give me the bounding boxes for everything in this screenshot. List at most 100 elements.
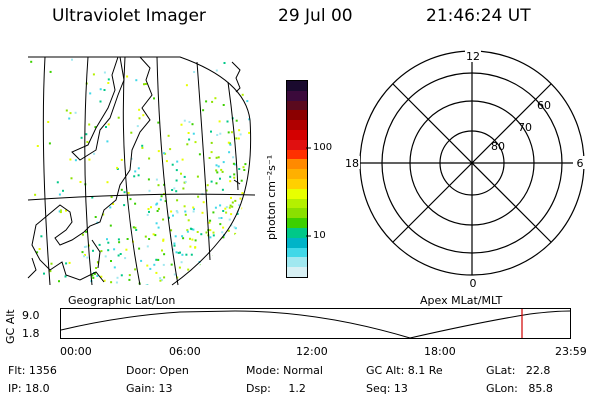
mlt-label-6: 6 [577, 157, 584, 170]
aurora-pixel [59, 211, 62, 214]
aurora-pixel [247, 216, 250, 219]
aurora-pixel [138, 117, 141, 120]
aurora-pixel [239, 252, 242, 255]
aurora-pixel [147, 208, 150, 210]
time-label: 21:46:24 UT [426, 6, 531, 26]
lat-label-80: 80 [491, 140, 505, 153]
aurora-pixel [235, 119, 238, 122]
colorbar-ticks [306, 147, 311, 237]
aurora-pixel [205, 231, 208, 234]
aurora-pixel [214, 206, 217, 209]
aurora-pixel [189, 237, 191, 240]
aurora-pixel [228, 259, 231, 262]
aurora-pixel [144, 83, 147, 85]
aurora-pixel [209, 219, 212, 222]
aurora-pixel [194, 246, 197, 249]
aurora-pixel [187, 132, 190, 134]
aurora-pixel [238, 168, 241, 170]
aurora-pixel [59, 209, 62, 212]
aurora-pixel [237, 137, 240, 140]
aurora-pixel [103, 89, 106, 91]
aurora-pixel [64, 275, 67, 278]
aurora-pixel [218, 217, 221, 220]
aurora-pixel [148, 238, 151, 240]
aurora-pixel [217, 274, 220, 277]
aurora-pixel [191, 282, 194, 285]
aurora-pixel [126, 75, 129, 78]
aurora-pixel [172, 248, 175, 251]
aurora-pixel [123, 204, 126, 207]
aurora-pixel [100, 275, 103, 278]
aurora-pixel [197, 195, 200, 198]
aurora-pixel [199, 264, 202, 267]
aurora-pixel [91, 274, 94, 277]
ip-value: IP: 18.0 [8, 382, 50, 395]
aurora-pixel [38, 248, 41, 250]
aurora-pixel [251, 132, 254, 135]
aurora-pixel [116, 168, 119, 170]
aurora-pixel [167, 134, 170, 137]
aurora-pixel [219, 177, 221, 180]
aurora-pixel [196, 175, 199, 178]
aurora-pixel [129, 198, 132, 201]
aurora-pixel [135, 79, 138, 82]
colorbar-segment [287, 267, 307, 277]
aurora-pixel [149, 267, 152, 270]
aurora-pixel [83, 255, 86, 258]
aurora-pixel [227, 141, 230, 144]
aurora-pixel [229, 204, 232, 207]
aurora-pixel [159, 277, 162, 280]
aurora-pixel [192, 228, 195, 231]
aurora-pixel [146, 264, 149, 267]
aurora-pixel [58, 280, 60, 283]
aurora-pixel [86, 141, 89, 143]
aurora-pixel [239, 272, 242, 275]
aurora-pixel [161, 249, 163, 252]
geo-latitude-value: GLat: 22.8 [486, 364, 551, 377]
aurora-pixel [163, 183, 166, 186]
aurora-pixel [215, 164, 218, 167]
aurora-pixel [188, 121, 191, 123]
aurora-pixel [110, 260, 112, 262]
aurora-pixel [163, 152, 166, 155]
aurora-pixel [130, 131, 133, 134]
aurora-pixel [134, 202, 137, 205]
aurora-pixel [182, 187, 185, 190]
lat-label-60: 60 [537, 99, 551, 112]
aurora-pixel [117, 254, 120, 257]
aurora-pixel [49, 270, 52, 273]
aurora-pixel [231, 262, 234, 264]
view-boundary [28, 56, 252, 286]
aurora-pixel [107, 241, 110, 244]
aurora-pixel [157, 258, 160, 261]
aurora-pixel [84, 254, 86, 256]
aurora-pixel [183, 205, 186, 208]
aurora-pixel [102, 213, 105, 216]
aurora-pixel [212, 255, 215, 257]
aurora-pixel [217, 165, 220, 168]
aurora-pixel [65, 209, 67, 212]
aurora-pixel [221, 188, 224, 191]
aurora-pixel [237, 235, 240, 238]
aurora-pixel [209, 236, 212, 239]
aurora-pixel [170, 210, 173, 213]
aurora-pixel [193, 208, 195, 211]
aurora-pixel [223, 62, 226, 64]
aurora-pixel [234, 227, 237, 230]
aurora-pixel [126, 238, 129, 240]
aurora-pixel [110, 281, 113, 284]
aurora-pixel [254, 212, 255, 215]
aurora-pixel [170, 263, 173, 266]
aurora-pixel [217, 156, 220, 159]
aurora-pixel [228, 151, 231, 154]
polar-plot-caption: Apex MLat/MLT [420, 294, 503, 307]
time-tick-0000: 00:00 [60, 345, 92, 358]
aurora-pixel [251, 235, 254, 238]
aurora-pixel [154, 234, 157, 237]
aurora-pixel [162, 218, 165, 221]
geo-longitude-value: GLon: 85.8 [486, 382, 553, 395]
aurora-pixel [219, 132, 222, 135]
aurora-pixel [86, 256, 89, 259]
aurora-pixel [85, 230, 88, 233]
aurora-pixel [179, 251, 181, 254]
